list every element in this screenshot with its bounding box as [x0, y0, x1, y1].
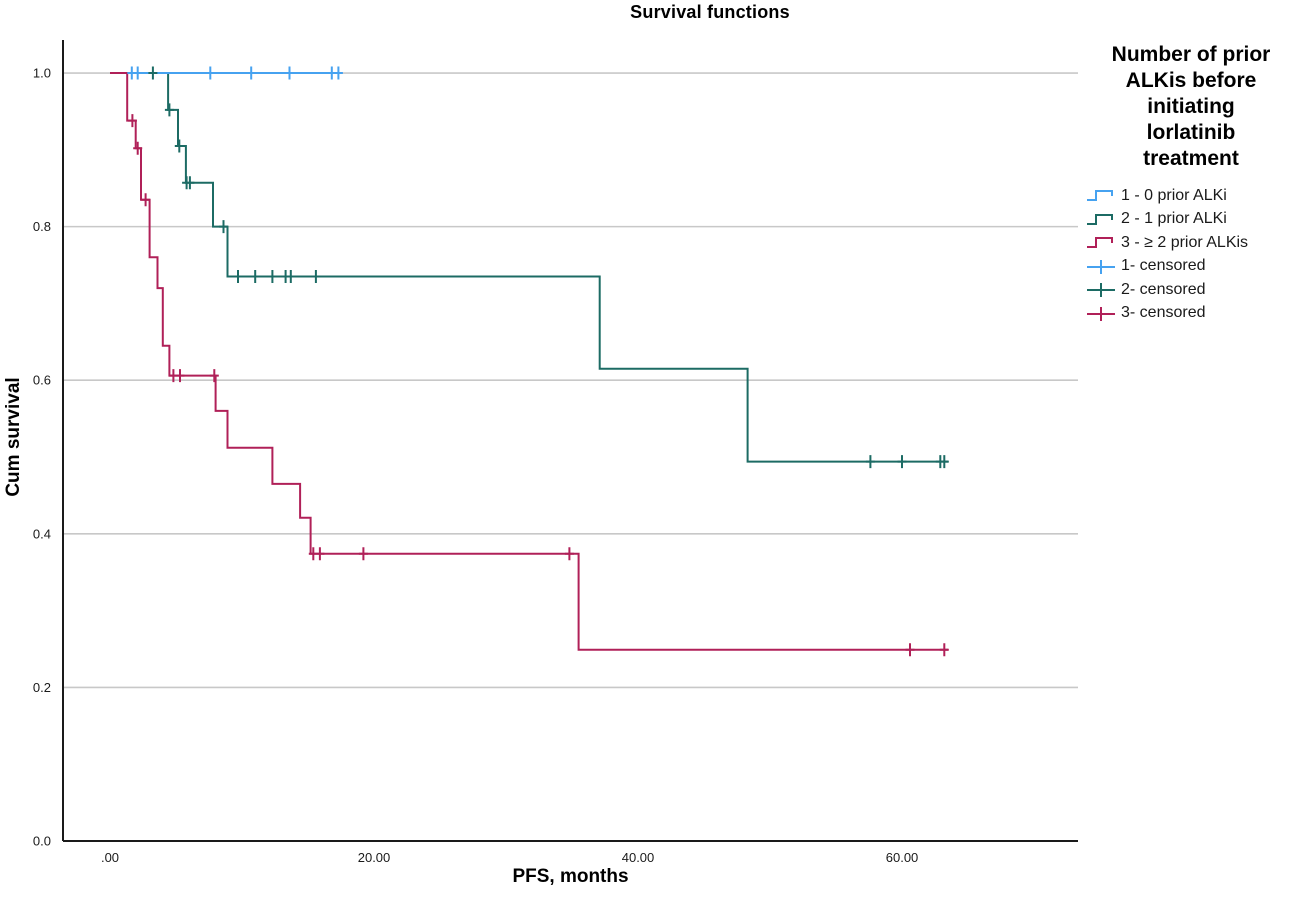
legend-item-2: 2 - 1 prior ALKi: [1085, 208, 1297, 232]
y-tick-label: 0.4: [33, 526, 51, 541]
legend-title-line: ALKis before: [1125, 69, 1257, 92]
censored-plus-icon: [1087, 306, 1115, 321]
legend-item-4: 1- censored: [1085, 255, 1297, 279]
x-tick-label: 60.00: [886, 850, 919, 865]
y-tick-label: 0.8: [33, 219, 51, 234]
legend-title-line: initiating: [1147, 95, 1235, 118]
censor-marks-group-2: [148, 66, 949, 469]
legend-item-6: 3- censored: [1085, 302, 1297, 326]
km-curve-group-3: [110, 72, 949, 651]
legend-item-label: 2 - 1 prior ALKi: [1121, 210, 1227, 228]
step-line-icon: [1087, 213, 1113, 225]
censor-marks-group-3: [127, 114, 949, 657]
legend-title-line: treatment: [1143, 147, 1239, 170]
step-line-icon: [1087, 190, 1113, 202]
x-axis-title: PFS, months: [512, 866, 629, 887]
legend-items: 1 - 0 prior ALKi 2 - 1 prior ALKi 3 - ≥ 2 …: [1085, 184, 1297, 325]
x-tick-label: .00: [101, 850, 119, 865]
km-curve-group-2: [110, 72, 949, 463]
legend-item-label: 2- censored: [1121, 280, 1206, 298]
legend-item-label: 3- censored: [1121, 304, 1206, 322]
x-tick-label: 20.00: [358, 850, 391, 865]
y-tick-label: 0.0: [33, 834, 51, 849]
legend-item-label: 1 - 0 prior ALKi: [1121, 186, 1227, 204]
censored-plus-icon: [1087, 283, 1115, 298]
legend-item-label: 1- censored: [1121, 257, 1206, 275]
y-tick-label: 1.0: [33, 66, 51, 81]
legend: Number of prior ALKis before initiating lor…: [1085, 42, 1297, 325]
censor-marks-group-1: [127, 66, 343, 80]
legend-title: Number of prior ALKis before initiating lor…: [1085, 42, 1297, 172]
legend-item-3: 3 - ≥ 2 prior ALKis: [1085, 231, 1297, 255]
censored-plus-icon: [1087, 259, 1115, 274]
chart-title: Survival functions: [630, 2, 790, 22]
legend-item-label: 3 - ≥ 2 prior ALKis: [1121, 233, 1249, 251]
step-line-icon: [1087, 237, 1113, 249]
legend-title-line: Number of prior: [1111, 43, 1271, 66]
legend-item-5: 2- censored: [1085, 278, 1297, 302]
y-axis-title: Cum survival: [3, 377, 24, 497]
x-tick-label: 40.00: [622, 850, 655, 865]
y-tick-label: 0.2: [33, 680, 51, 695]
legend-title-line: lorlatinib: [1146, 121, 1236, 144]
y-tick-label: 0.6: [33, 373, 51, 388]
legend-item-1: 1 - 0 prior ALKi: [1085, 184, 1297, 208]
